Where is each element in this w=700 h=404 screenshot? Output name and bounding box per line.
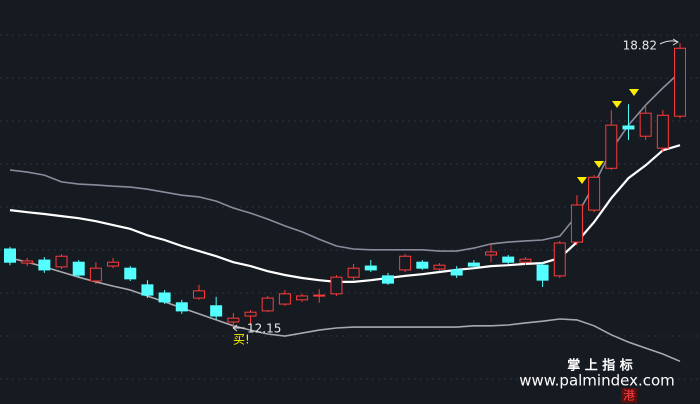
candle-body — [416, 261, 429, 269]
candle-body — [347, 267, 360, 278]
band-line — [9, 144, 681, 283]
candle-body — [639, 112, 652, 137]
low-label: 12.15 — [247, 322, 281, 336]
candle-body — [210, 305, 223, 317]
candle-body — [38, 259, 51, 271]
candle-body — [536, 264, 549, 281]
signal-marker — [612, 101, 622, 108]
candle-body — [467, 262, 480, 267]
signal-marker — [594, 161, 604, 168]
candle-body — [72, 261, 85, 276]
candle-body — [399, 255, 412, 271]
band-line — [9, 257, 681, 363]
candle-body — [55, 255, 68, 268]
candle-body — [502, 256, 515, 263]
candle-body — [553, 242, 566, 277]
candle-body — [21, 260, 34, 264]
candle-body — [296, 295, 309, 301]
signal-marker — [629, 89, 639, 96]
plot — [4, 43, 687, 363]
candle-body — [674, 47, 687, 117]
badge: 港 — [623, 389, 635, 403]
grid — [0, 34, 700, 380]
candle-body — [570, 204, 583, 243]
arrow — [659, 38, 679, 46]
candle-body — [175, 302, 188, 312]
candle-body — [519, 258, 532, 263]
candle-body — [622, 125, 635, 130]
candle-body — [278, 293, 291, 305]
candle-body — [656, 114, 669, 149]
band-line — [9, 71, 681, 252]
signal-marker — [577, 177, 587, 184]
candle-body — [89, 267, 102, 282]
watermark-title: 掌 上 指 标 — [567, 358, 633, 374]
signal-text: 买! — [233, 333, 250, 347]
candle-body — [381, 275, 394, 284]
candle-body — [330, 276, 343, 295]
badge-bg — [621, 388, 637, 403]
candle-body — [364, 265, 377, 271]
candle-body — [227, 317, 240, 323]
candle-body — [433, 264, 446, 270]
candle-body — [244, 311, 257, 317]
candle-body — [107, 261, 120, 267]
signals — [577, 89, 639, 184]
candle-body — [4, 248, 16, 263]
high-label: 18.82 — [623, 39, 657, 53]
candle-body — [261, 297, 274, 312]
candle-body — [124, 267, 137, 280]
candle-body — [313, 294, 326, 297]
arrow — [232, 324, 245, 332]
candle-body — [588, 176, 601, 211]
watermark-url: www.palmindex.com — [519, 372, 675, 390]
candle-body — [485, 251, 498, 256]
candle-body — [192, 290, 205, 299]
candle-body — [450, 269, 463, 276]
candle-body — [141, 284, 154, 296]
candle-body — [158, 292, 171, 303]
candle-body — [605, 124, 618, 169]
